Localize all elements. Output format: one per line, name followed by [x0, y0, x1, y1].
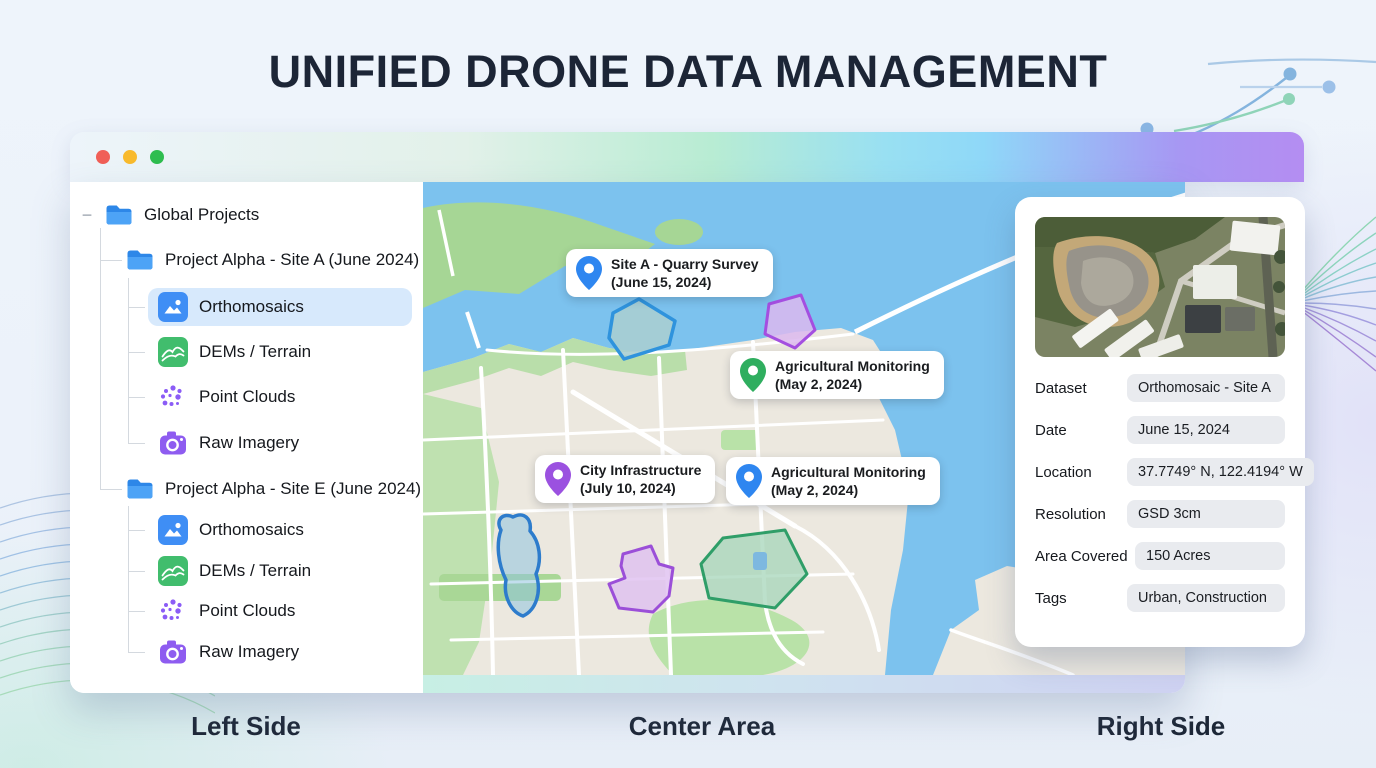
field-label: Tags: [1035, 589, 1067, 607]
field-value: 150 Acres: [1135, 542, 1285, 570]
tree-node-point-clouds-2[interactable]: Point Clouds: [158, 594, 295, 628]
section-label-right: Right Side: [1096, 711, 1226, 741]
window-titlebar: [70, 132, 1304, 182]
field-row-location: Location 37.7749° N, 122.4194° W: [1035, 458, 1314, 486]
section-label-center: Center Area: [628, 711, 776, 741]
folder-icon: [127, 479, 153, 499]
marker-title: Site A - Quarry Survey: [611, 256, 759, 272]
field-label: Location: [1035, 463, 1092, 481]
tree-node-dems-terrain[interactable]: DEMs / Terrain: [158, 335, 311, 369]
field-row-date: Date June 15, 2024: [1035, 416, 1285, 444]
tree-node-orthomosaics-2[interactable]: Orthomosaics: [158, 513, 304, 547]
tree-node-orthomosaics-selected[interactable]: Orthomosaics: [148, 288, 412, 326]
camera-icon: [160, 431, 186, 455]
map-marker-agricultural-1[interactable]: Agricultural Monitoring (May 2, 2024): [730, 351, 944, 400]
tree-node-label: Raw Imagery: [199, 642, 300, 661]
orthomosaic-image-icon: [158, 515, 188, 545]
field-value: June 15, 2024: [1127, 416, 1285, 444]
marker-date: (May 2, 2024): [771, 482, 859, 499]
map-pin-icon: [740, 358, 766, 393]
details-card: Dataset Orthomosaic - Site A Date June 1…: [1015, 197, 1314, 647]
field-label: Date: [1035, 421, 1067, 439]
field-label: Area Covered: [1035, 547, 1128, 565]
field-row-resolution: Resolution GSD 3cm: [1035, 500, 1285, 528]
field-value: 37.7749° N, 122.4194° W: [1127, 458, 1314, 486]
point-cloud-icon: [160, 385, 182, 406]
marker-date: (July 10, 2024): [580, 480, 676, 497]
tree-node-label: DEMs / Terrain: [199, 561, 312, 580]
field-label: Dataset: [1035, 379, 1087, 397]
map-pin-icon: [736, 464, 762, 499]
close-button[interactable]: [96, 150, 110, 164]
tree-node-raw-imagery[interactable]: Raw Imagery: [158, 426, 299, 460]
field-value: Orthomosaic - Site A: [1127, 374, 1285, 402]
tree-node-label: Project Alpha - Site A (June 2024): [165, 250, 420, 269]
field-row-tags: Tags Urban, Construction: [1035, 584, 1285, 612]
section-label-left: Left Side: [191, 711, 301, 741]
map-marker-agricultural-2[interactable]: Agricultural Monitoring (May 2, 2024): [726, 457, 940, 506]
tree-node-label: Point Clouds: [199, 601, 296, 620]
field-value: GSD 3cm: [1127, 500, 1285, 528]
map-marker-city-infrastructure[interactable]: City Infrastructure (July 10, 2024): [535, 455, 716, 504]
app-window: − Global Projects Project Alpha - Site A…: [70, 182, 1185, 693]
tree-node-label: Project Alpha - Site E (June 2024): [165, 479, 422, 498]
marker-title: Agricultural Monitoring: [775, 358, 930, 374]
terrain-icon: [158, 556, 188, 586]
tree-node-label: Global Projects: [144, 205, 260, 224]
field-value: Urban, Construction: [1127, 584, 1285, 612]
marker-title: Agricultural Monitoring: [771, 464, 926, 480]
tree-node-project-site-a[interactable]: Project Alpha - Site A (June 2024): [126, 243, 419, 277]
collapse-toggle[interactable]: −: [81, 204, 93, 225]
field-label: Resolution: [1035, 505, 1106, 523]
tree-node-project-site-e[interactable]: Project Alpha - Site E (June 2024): [126, 472, 421, 506]
page-title: UNIFIED DRONE DATA MANAGEMENT: [268, 46, 1108, 97]
tree-node-dems-terrain-2[interactable]: DEMs / Terrain: [158, 554, 311, 588]
tree-node-label: DEMs / Terrain: [199, 342, 312, 361]
field-row-dataset: Dataset Orthomosaic - Site A: [1035, 374, 1285, 402]
minimize-button[interactable]: [123, 150, 137, 164]
map-area[interactable]: Site A - Quarry Survey (June 15, 2024) A…: [423, 182, 1185, 675]
marker-title: City Infrastructure: [580, 462, 702, 478]
maximize-button[interactable]: [150, 150, 164, 164]
marker-date: (May 2, 2024): [775, 376, 863, 393]
project-tree-sidebar: − Global Projects Project Alpha - Site A…: [70, 182, 423, 693]
map-canvas: [423, 182, 1185, 675]
folder-icon: [106, 205, 132, 225]
tree-node-label: Raw Imagery: [199, 433, 300, 452]
dataset-thumbnail: [1035, 217, 1285, 357]
camera-icon: [160, 640, 186, 664]
tree-node-raw-imagery-2[interactable]: Raw Imagery: [158, 635, 299, 669]
tree-node-point-clouds[interactable]: Point Clouds: [158, 380, 295, 414]
map-pin-icon: [576, 256, 602, 291]
fan-lines-decoration: [1302, 216, 1376, 372]
field-row-area-covered: Area Covered 150 Acres: [1035, 542, 1285, 570]
tree-node-label: Point Clouds: [199, 387, 296, 406]
map-marker-site-a-quarry[interactable]: Site A - Quarry Survey (June 15, 2024): [566, 249, 773, 298]
orthomosaic-image-icon: [158, 292, 188, 322]
terrain-icon: [158, 337, 188, 367]
tree-node-label: Orthomosaics: [199, 520, 304, 539]
tree-node-label: Orthomosaics: [199, 297, 304, 316]
marker-date: (June 15, 2024): [611, 274, 712, 291]
point-cloud-icon: [160, 599, 182, 620]
tree-node-global-projects[interactable]: − Global Projects: [80, 198, 259, 232]
window-bottom-accent: [423, 675, 1185, 693]
map-pin-icon: [545, 462, 571, 497]
folder-icon: [127, 250, 153, 270]
